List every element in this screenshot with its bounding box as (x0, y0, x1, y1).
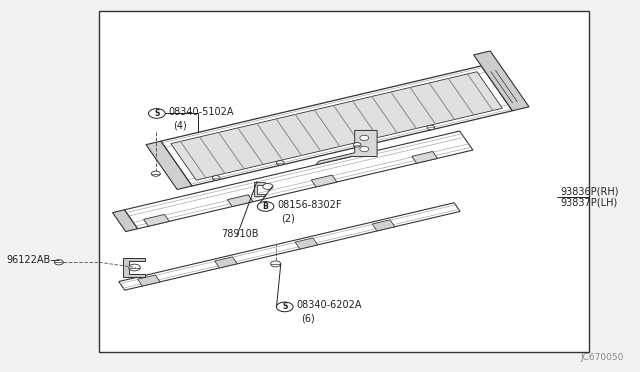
Text: 93837P(LH): 93837P(LH) (560, 198, 617, 208)
Text: 78910B: 78910B (221, 230, 259, 239)
Circle shape (263, 183, 273, 189)
Circle shape (276, 302, 293, 312)
Circle shape (353, 142, 361, 147)
Text: (4): (4) (173, 121, 186, 130)
Polygon shape (119, 203, 460, 290)
Text: S: S (282, 302, 287, 311)
Circle shape (151, 171, 160, 176)
Polygon shape (214, 257, 237, 268)
Polygon shape (124, 131, 473, 229)
Polygon shape (372, 220, 395, 231)
Circle shape (257, 202, 274, 211)
Polygon shape (161, 66, 513, 186)
Polygon shape (474, 51, 529, 111)
Circle shape (129, 264, 140, 271)
Text: 96122AB—: 96122AB— (6, 256, 60, 265)
Polygon shape (316, 131, 377, 165)
Circle shape (360, 147, 369, 152)
Text: S: S (154, 109, 159, 118)
Polygon shape (227, 195, 253, 206)
Text: (6): (6) (301, 314, 314, 324)
Polygon shape (412, 151, 437, 163)
Bar (99, 11, 589, 352)
Circle shape (427, 125, 435, 130)
Polygon shape (143, 215, 169, 226)
Polygon shape (123, 258, 145, 277)
Circle shape (212, 176, 220, 180)
Text: 08156-8302F: 08156-8302F (277, 200, 342, 209)
Polygon shape (171, 72, 502, 180)
Polygon shape (138, 275, 160, 286)
Polygon shape (113, 210, 138, 231)
Text: JC670050: JC670050 (580, 353, 624, 362)
Circle shape (148, 109, 165, 118)
Text: 08340-5102A: 08340-5102A (168, 107, 234, 116)
Circle shape (276, 161, 284, 165)
Circle shape (271, 261, 281, 267)
Text: B: B (263, 202, 268, 211)
Circle shape (54, 260, 63, 265)
Text: (2): (2) (282, 214, 296, 223)
Circle shape (360, 135, 369, 141)
Polygon shape (311, 175, 337, 187)
Polygon shape (295, 238, 317, 249)
Polygon shape (253, 182, 265, 196)
Polygon shape (146, 141, 192, 189)
Text: 08340-6202A: 08340-6202A (296, 300, 362, 310)
Text: 93836P(RH): 93836P(RH) (560, 187, 618, 196)
